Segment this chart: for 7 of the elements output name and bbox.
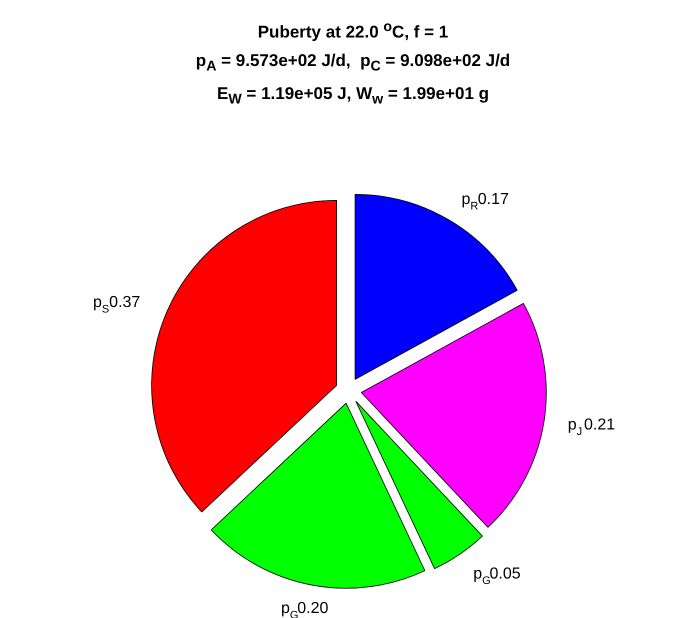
text: p$_{A}$ = 9.573e+02 J/d, p$_{C}$ = 9.098e+02 J/d E$_{W}$ = 1.19e+05 J, W$_{w}$ = 1.99e+01 g [196, 50, 510, 108]
chart-title: Puberty at 22.0 $^{o}$C, f = 1 [258, 19, 448, 42]
data-label: 0.05 [490, 566, 521, 583]
data-label: 0.17 [478, 190, 509, 208]
data-label: 0.21 [584, 416, 616, 434]
data-label: 0.20 [297, 600, 328, 618]
data-label: 0.37 [109, 294, 140, 311]
